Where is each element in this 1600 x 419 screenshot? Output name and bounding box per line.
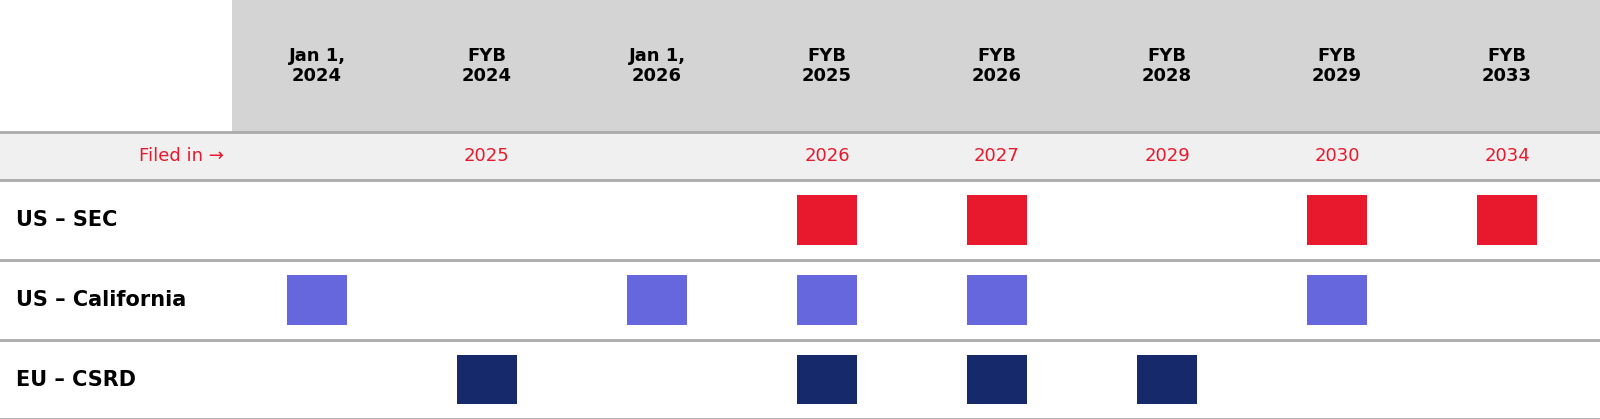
- Text: EU – CSRD: EU – CSRD: [16, 370, 136, 390]
- Text: Jan 1,
2026: Jan 1, 2026: [629, 47, 685, 85]
- Bar: [286, 275, 347, 325]
- Bar: [797, 275, 858, 325]
- Text: FYB
2024: FYB 2024: [462, 47, 512, 85]
- Bar: [627, 275, 688, 325]
- Text: FYB
2025: FYB 2025: [802, 47, 851, 85]
- Bar: [456, 355, 517, 404]
- Text: 2030: 2030: [1314, 147, 1360, 165]
- Text: Filed in →: Filed in →: [139, 147, 224, 165]
- Text: FYB
2033: FYB 2033: [1482, 47, 1533, 85]
- Text: 2026: 2026: [805, 147, 850, 165]
- Bar: [1477, 195, 1538, 245]
- Text: US – California: US – California: [16, 290, 186, 310]
- Bar: [232, 0, 1600, 132]
- Text: US – SEC: US – SEC: [16, 210, 117, 230]
- Text: 2025: 2025: [464, 147, 510, 165]
- Text: FYB
2029: FYB 2029: [1312, 47, 1362, 85]
- Bar: [1136, 355, 1197, 404]
- Bar: [797, 355, 858, 404]
- Text: FYB
2028: FYB 2028: [1142, 47, 1192, 85]
- Bar: [0, 132, 1600, 180]
- Bar: [966, 275, 1027, 325]
- Bar: [966, 355, 1027, 404]
- Text: 2027: 2027: [974, 147, 1019, 165]
- Bar: [966, 195, 1027, 245]
- Text: 2034: 2034: [1485, 147, 1530, 165]
- Bar: [1307, 275, 1368, 325]
- Text: 2029: 2029: [1144, 147, 1190, 165]
- Bar: [1307, 195, 1368, 245]
- Bar: [797, 195, 858, 245]
- Text: FYB
2026: FYB 2026: [971, 47, 1022, 85]
- Text: Jan 1,
2024: Jan 1, 2024: [288, 47, 346, 85]
